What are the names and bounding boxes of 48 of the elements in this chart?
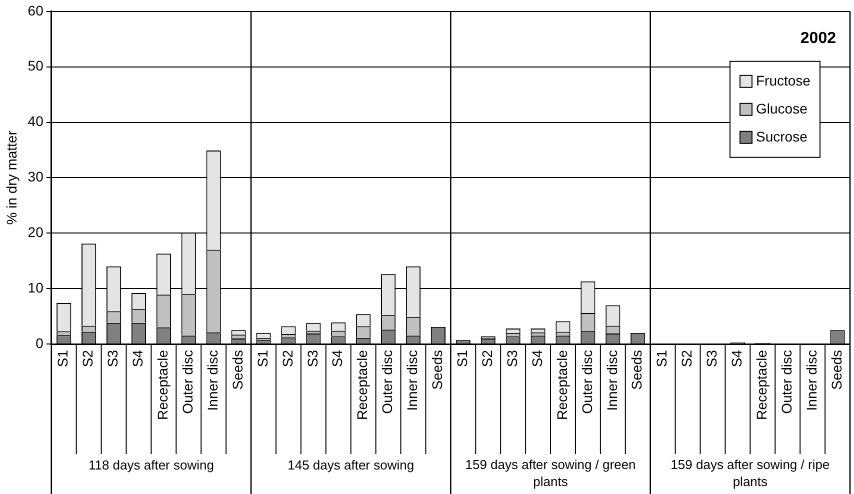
legend-label: Fructose (756, 72, 811, 88)
x-tick-label: S1 (654, 350, 670, 368)
x-tick-label: Seeds (229, 350, 246, 390)
y-tick-label: 60 (28, 2, 44, 18)
x-tick-label: Seeds (429, 350, 446, 390)
y-tick-label: 10 (28, 279, 44, 296)
x-tick-label: Outer disc (179, 350, 196, 414)
legend-label: Glucose (756, 100, 808, 116)
x-tick-label: Inner disc (404, 350, 420, 411)
x-tick-label: S1 (254, 350, 270, 368)
legend-label: Sucrose (756, 128, 808, 144)
y-axis-title: % in dry matter (3, 130, 20, 225)
x-tick-label: S2 (478, 350, 495, 368)
x-tick-label: Inner disc (803, 350, 820, 411)
text: 118 days after sowing (88, 458, 214, 473)
x-tick-label: S3 (504, 350, 520, 368)
x-tick-label: S4 (329, 350, 346, 368)
x-tick-label: Receptacle (354, 350, 370, 420)
x-tick-label: S2 (80, 350, 96, 368)
text: 145 days after sowing (288, 458, 414, 473)
y-tick-label: 50 (28, 58, 44, 74)
x-tick-label: Receptacle (554, 350, 570, 420)
x-tick-label: Receptacle (754, 350, 770, 420)
x-tick-label: Seeds (828, 350, 844, 390)
text: 159 days after sowing / ripe plants (670, 457, 830, 490)
x-tick-label: S4 (130, 350, 146, 368)
x-tick-label: Receptacle (154, 350, 171, 420)
y-tick-label: 30 (28, 168, 44, 185)
x-tick-label: S4 (728, 350, 745, 368)
x-tick-label: S1 (454, 350, 470, 368)
x-tick-label: Seeds (628, 350, 645, 390)
x-tick-label: S2 (678, 350, 695, 368)
x-tick-label: S2 (279, 350, 296, 368)
x-tick-label: Inner disc (204, 350, 220, 411)
x-tick-label: S1 (54, 350, 71, 368)
y-tick-label: 40 (28, 113, 44, 130)
x-tick-label: Outer disc (778, 350, 794, 414)
x-tick-label: S3 (304, 350, 320, 368)
text: 159 days after sowing / green plants (465, 457, 636, 490)
x-tick-label: Inner disc (604, 350, 620, 411)
x-tick-label: S3 (104, 350, 121, 368)
text: 2002 (800, 30, 836, 47)
x-tick-label: S3 (704, 350, 720, 368)
x-tick-label: S4 (528, 350, 545, 368)
y-tick-label: 20 (28, 224, 44, 240)
y-tick-label: 0 (36, 334, 44, 351)
x-tick-label: Outer disc (379, 350, 396, 414)
x-tick-label: Outer disc (578, 350, 595, 414)
